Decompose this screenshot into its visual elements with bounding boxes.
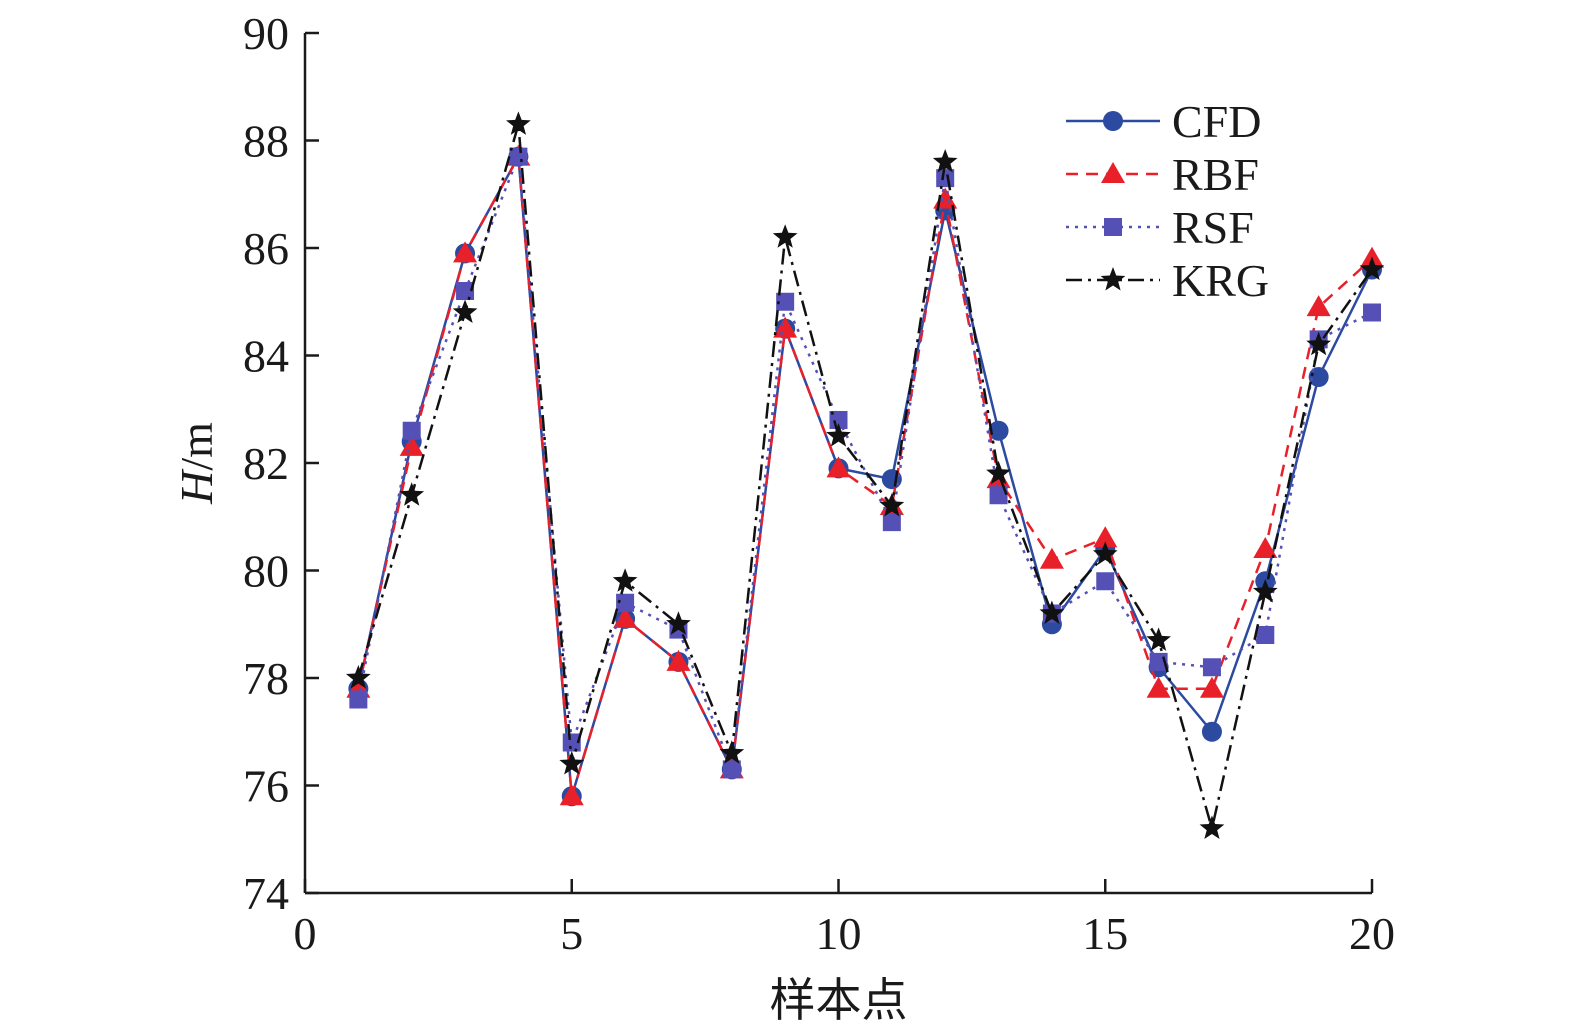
y-tick-label: 78 — [243, 653, 289, 704]
y-tick-label: 74 — [243, 868, 289, 919]
x-axis-label: 样本点 — [770, 975, 908, 1026]
data-point-rsf — [1363, 303, 1381, 322]
data-point-rbf — [1093, 526, 1118, 548]
data-point-rsf — [1256, 626, 1275, 644]
x-ticks: 0 5 10 15 20 — [294, 879, 1395, 959]
data-point-rsf — [1202, 658, 1221, 677]
data-point-krg — [1252, 579, 1278, 603]
data-point-rbf — [666, 649, 691, 671]
legend-label-rsf: RSF — [1172, 202, 1254, 253]
series-line-krg — [357, 123, 1374, 830]
data-point-krg — [1306, 331, 1332, 356]
data-point-rbf — [826, 456, 851, 478]
series-layer — [345, 111, 1385, 840]
y-tick-label: 76 — [243, 761, 289, 812]
y-tick-label: 84 — [243, 331, 289, 382]
data-point-krg — [612, 568, 638, 592]
data-point-krg — [772, 224, 798, 248]
legend-marker-krg — [1100, 267, 1126, 291]
axes: 0 5 10 15 20 74 76 78 80 82 84 86 88 90 — [243, 8, 1395, 959]
data-point-rsf — [402, 421, 421, 440]
data-point-rsf — [349, 690, 368, 709]
y-axis-label-unit: /m — [171, 422, 222, 471]
series-krg — [345, 111, 1385, 840]
y-tick-label: 86 — [243, 223, 289, 274]
y-tick-label: 82 — [243, 438, 289, 489]
legend-label-krg: KRG — [1172, 255, 1269, 306]
legend-item-cfd: CFD — [1066, 96, 1261, 147]
x-tick-label: 5 — [560, 908, 583, 959]
data-point-rsf — [1096, 572, 1115, 591]
data-point-krg — [345, 665, 371, 689]
y-tick-label: 80 — [243, 546, 289, 597]
data-point-rsf — [829, 411, 848, 429]
data-point-rbf — [1199, 676, 1224, 698]
data-point-rsf — [722, 760, 741, 779]
legend-item-rsf: RSF — [1066, 202, 1254, 253]
data-point-rbf — [559, 784, 584, 806]
legend-item-krg: KRG — [1066, 255, 1269, 306]
x-tick-label: 20 — [1349, 908, 1395, 959]
data-point-krg — [506, 111, 531, 135]
x-tick-label: 10 — [816, 908, 862, 959]
data-point-krg — [932, 149, 958, 173]
y-axis-label: H/m — [171, 422, 222, 505]
data-point-cfd — [988, 420, 1009, 441]
x-tick-label: 15 — [1082, 908, 1128, 959]
y-ticks: 74 76 78 80 82 84 86 88 90 — [243, 8, 319, 919]
data-point-rbf — [1039, 547, 1064, 569]
data-point-krg — [1199, 815, 1225, 840]
data-point-rbf — [399, 434, 424, 456]
data-point-rbf — [453, 241, 478, 263]
data-point-rbf — [773, 316, 798, 338]
data-point-krg — [1092, 541, 1118, 565]
data-point-krg — [452, 299, 478, 324]
data-point-rbf — [613, 606, 638, 628]
legend-label-cfd: CFD — [1172, 96, 1261, 147]
data-point-rsf — [776, 292, 795, 311]
legend-marker-cfd — [1103, 111, 1123, 131]
data-point-rsf — [616, 593, 635, 612]
data-point-rbf — [1306, 295, 1331, 317]
data-point-krg — [719, 740, 745, 764]
legend-marker-rsf — [1104, 218, 1122, 236]
data-point-rsf — [989, 486, 1008, 505]
data-point-rsf — [562, 733, 581, 752]
data-point-cfd — [1201, 721, 1222, 742]
data-point-rbf — [1146, 676, 1171, 698]
data-point-rbf — [1253, 537, 1278, 558]
legend-item-rbf: RBF — [1066, 149, 1259, 200]
data-point-krg — [879, 493, 905, 517]
data-point-krg — [1039, 600, 1065, 625]
data-point-cfd — [1308, 367, 1329, 387]
data-point-rsf — [509, 147, 528, 166]
legend-label-rbf: RBF — [1172, 149, 1259, 200]
y-axis-label-symbol: H — [171, 468, 222, 505]
y-tick-label: 90 — [243, 8, 289, 59]
data-point-krg — [1359, 256, 1385, 281]
data-point-rsf — [936, 169, 955, 188]
legend-marker-rbf — [1101, 162, 1125, 183]
data-point-krg — [399, 482, 425, 506]
data-point-krg — [1146, 627, 1171, 651]
data-point-rsf — [456, 282, 475, 300]
data-point-krg — [826, 423, 851, 447]
data-point-krg — [666, 611, 691, 635]
x-tick-label: 0 — [294, 908, 317, 959]
data-point-rsf — [882, 513, 901, 532]
series-line-rsf — [357, 155, 1373, 771]
data-point-krg — [986, 460, 1011, 485]
data-point-krg — [559, 751, 585, 775]
y-tick-label: 88 — [243, 116, 289, 167]
